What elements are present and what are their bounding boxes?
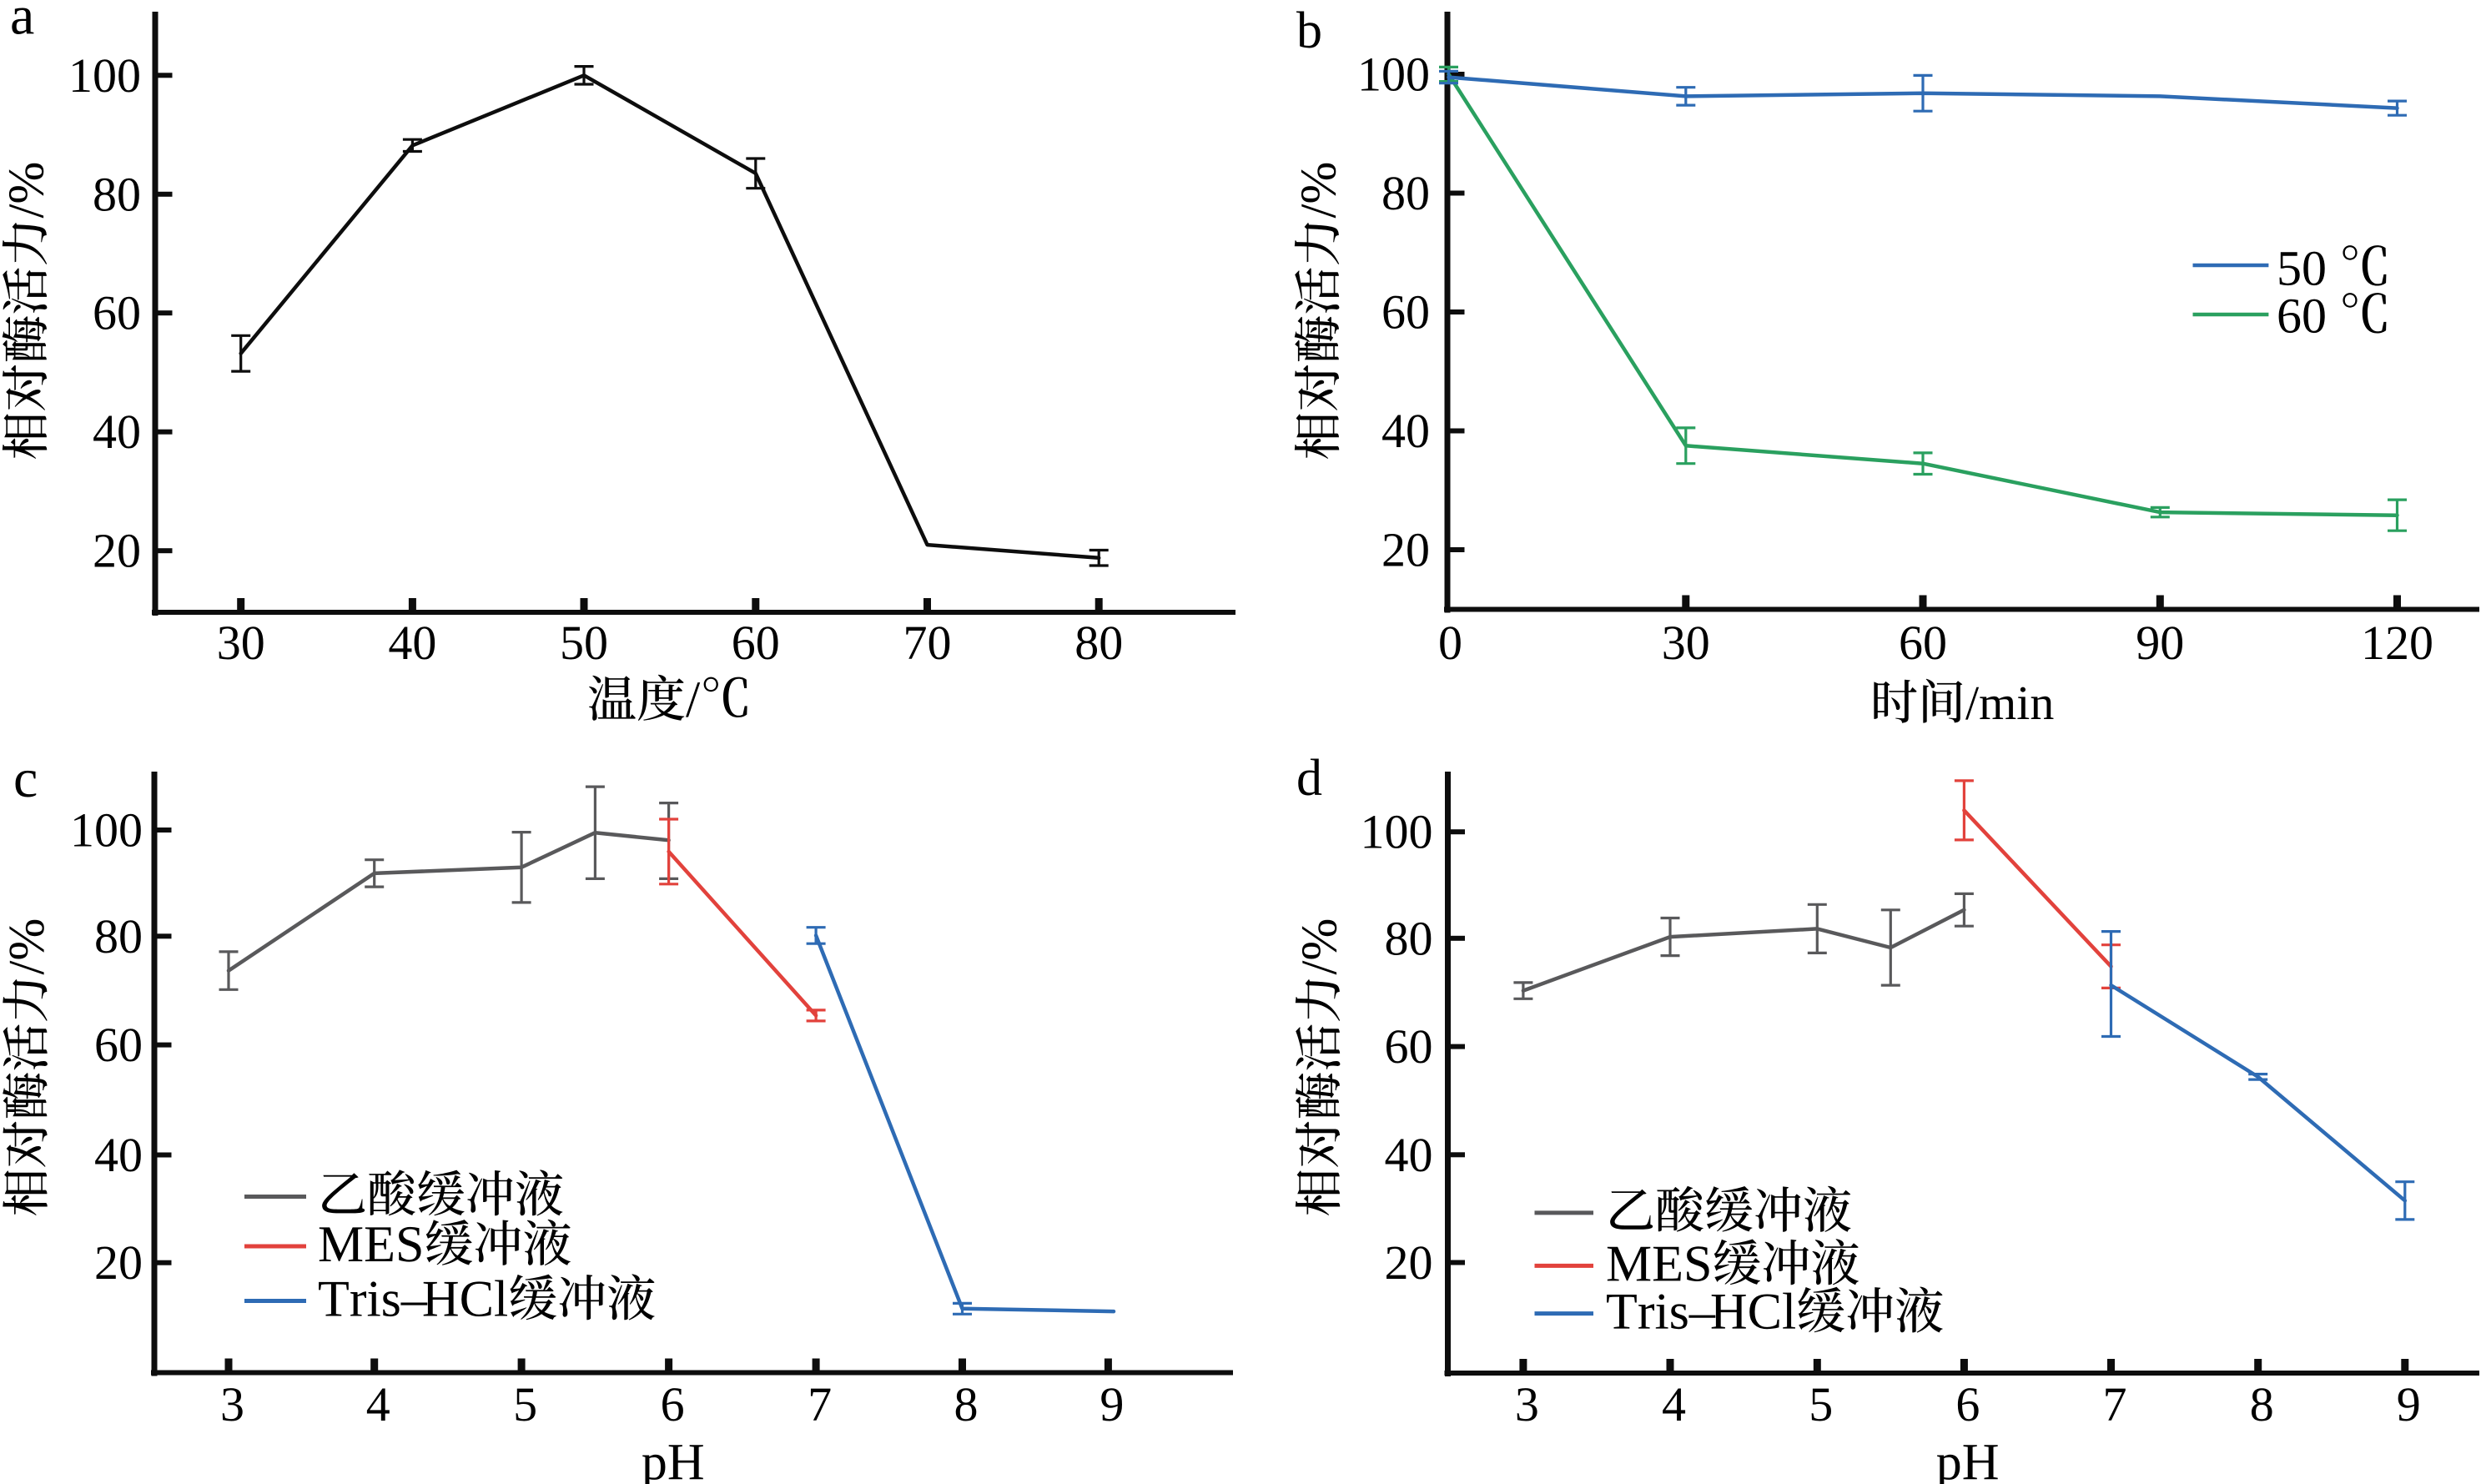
svg-text:pH: pH: [642, 1434, 705, 1484]
svg-text:20: 20: [1385, 1235, 1433, 1290]
svg-text:70: 70: [903, 616, 952, 670]
svg-text:c: c: [13, 748, 38, 809]
svg-text:100: 100: [1361, 805, 1433, 859]
svg-text:80: 80: [1381, 166, 1430, 220]
svg-text:b: b: [1296, 3, 1322, 59]
svg-text:9: 9: [1100, 1377, 1124, 1431]
svg-text:pH: pH: [1936, 1434, 2000, 1484]
svg-text:8: 8: [954, 1377, 979, 1431]
svg-text:120: 120: [2361, 616, 2433, 670]
svg-text:60: 60: [732, 616, 780, 670]
svg-text:60: 60: [1385, 1019, 1433, 1074]
svg-text:20: 20: [93, 524, 141, 578]
svg-text:a: a: [10, 0, 34, 47]
svg-text:80: 80: [1385, 911, 1433, 965]
svg-text:90: 90: [2136, 616, 2184, 670]
svg-text:40: 40: [93, 405, 141, 459]
svg-text:30: 30: [1662, 616, 1710, 670]
svg-text:6: 6: [661, 1377, 685, 1431]
svg-text:d: d: [1296, 750, 1322, 807]
svg-text:80: 80: [93, 167, 141, 221]
svg-text:40: 40: [388, 616, 436, 670]
svg-text:60: 60: [94, 1018, 143, 1072]
svg-text:100: 100: [1357, 48, 1430, 102]
svg-text:40: 40: [94, 1128, 143, 1182]
svg-text:7: 7: [808, 1377, 832, 1431]
svg-text:40: 40: [1385, 1128, 1433, 1182]
svg-text:8: 8: [2250, 1377, 2274, 1431]
svg-text:40: 40: [1381, 404, 1430, 458]
svg-text:0: 0: [1438, 616, 1462, 670]
svg-text:50: 50: [560, 616, 608, 670]
svg-text:9: 9: [2397, 1377, 2421, 1431]
svg-text:60: 60: [93, 286, 141, 340]
svg-text:4: 4: [366, 1377, 390, 1431]
svg-text:100: 100: [68, 48, 141, 103]
svg-text:80: 80: [1074, 616, 1123, 670]
svg-text:5: 5: [513, 1377, 537, 1431]
svg-text:60: 60: [1899, 616, 1947, 670]
svg-text:3: 3: [220, 1377, 244, 1431]
svg-text:20: 20: [1381, 523, 1430, 577]
svg-text:7: 7: [2103, 1377, 2127, 1431]
svg-text:5: 5: [1809, 1377, 1833, 1431]
svg-text:20: 20: [94, 1235, 143, 1290]
svg-text:80: 80: [94, 909, 143, 963]
svg-text:4: 4: [1662, 1377, 1686, 1431]
svg-text:3: 3: [1515, 1377, 1539, 1431]
svg-text:6: 6: [1955, 1377, 1980, 1431]
svg-text:30: 30: [217, 616, 265, 670]
svg-text:60: 60: [1381, 285, 1430, 340]
svg-text:100: 100: [70, 803, 143, 858]
